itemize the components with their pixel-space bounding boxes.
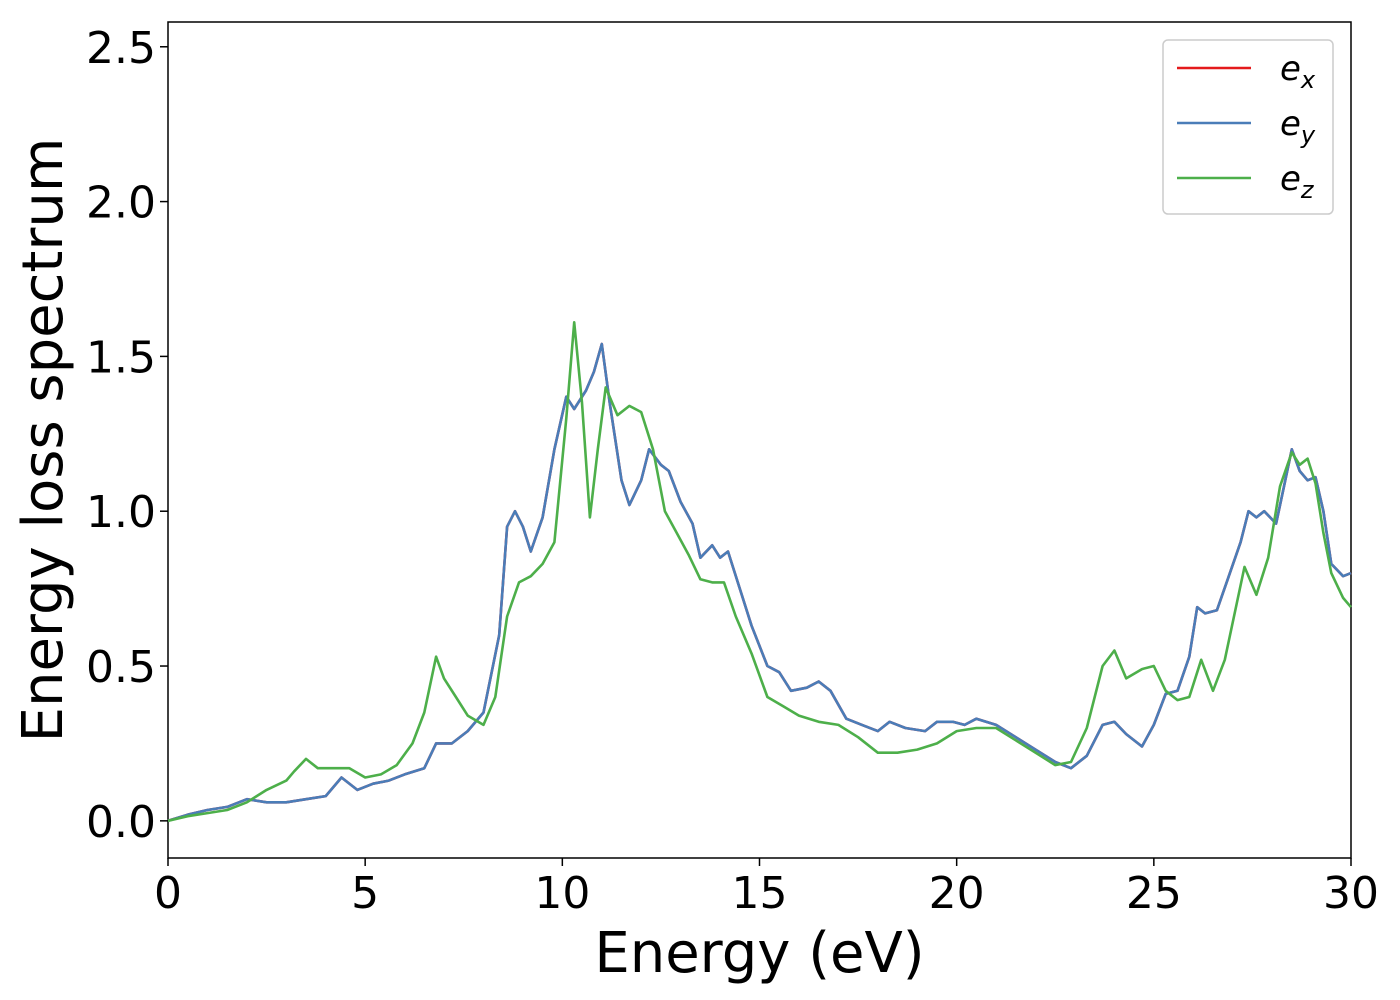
x-tick-label: 15 <box>732 868 788 919</box>
y-tick-label: 1.0 <box>86 487 156 538</box>
legend-label-sub: z <box>1300 176 1315 204</box>
legend-label-sub: y <box>1300 121 1316 149</box>
legend-label-base: e <box>1280 104 1301 144</box>
x-tick-label: 5 <box>351 868 379 919</box>
plot-area <box>167 21 1352 859</box>
y-axis: 0.0 0.5 1.0 1.5 2.0 2.5 <box>86 23 168 848</box>
x-tick-label: 30 <box>1323 868 1379 919</box>
y-tick-label: 2.5 <box>86 23 156 74</box>
x-tick-label: 10 <box>534 868 590 919</box>
legend-box <box>1162 39 1334 215</box>
legend-label-ex: ex <box>1280 49 1316 94</box>
series-line-ey <box>167 342 1352 823</box>
x-axis-label: Energy (eV) <box>594 921 924 986</box>
x-tick-label: 25 <box>1126 868 1182 919</box>
legend-label-base: e <box>1280 159 1301 199</box>
y-tick-label: 1.5 <box>86 332 156 383</box>
legend-label-ez: ez <box>1280 159 1315 204</box>
x-tick-label: 0 <box>154 868 182 919</box>
y-axis-label: Energy loss spectrum <box>11 138 76 743</box>
series-layer <box>167 321 1352 823</box>
legend-label-base: e <box>1280 49 1301 89</box>
legend-label-ey: ey <box>1280 104 1316 149</box>
y-tick-label: 2.0 <box>86 178 156 229</box>
series-line-ez <box>167 321 1352 823</box>
x-axis: 0 5 10 15 20 25 30 <box>154 858 1379 919</box>
x-tick-label: 20 <box>929 868 985 919</box>
y-tick-label: 0.5 <box>86 642 156 693</box>
y-tick-label: 0.0 <box>86 797 156 848</box>
legend-label-sub: x <box>1300 66 1316 94</box>
